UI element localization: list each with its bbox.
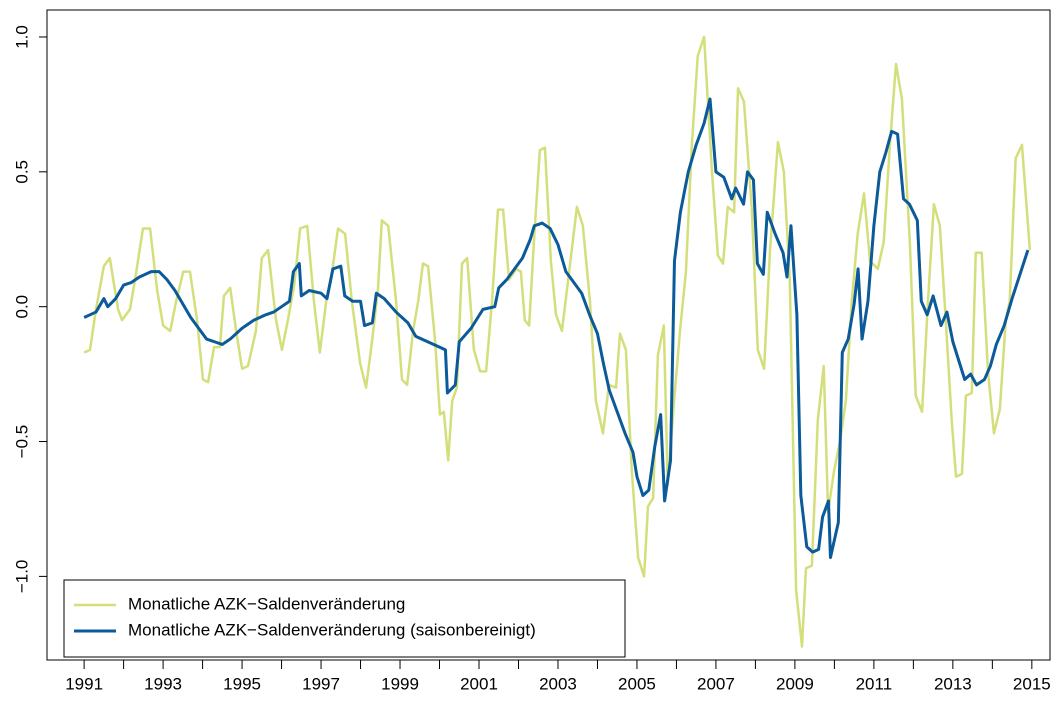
x-tick-label: 2009 [776, 674, 814, 693]
y-tick-label: −1.0 [12, 560, 31, 594]
y-tick-label: 0.5 [12, 160, 31, 184]
y-tick-label: 1.0 [12, 25, 31, 49]
x-tick-label: 2003 [539, 674, 577, 693]
legend-label: Monatliche AZK−Saldenveränderung [128, 594, 405, 613]
x-tick-label: 2015 [1013, 674, 1051, 693]
x-tick-label: 2011 [856, 674, 893, 693]
plot-frame [46, 9, 1051, 661]
legend-label: Monatliche AZK−Saldenveränderung (saison… [128, 620, 536, 639]
x-tick-label: 1999 [381, 674, 419, 693]
y-tick-label: 0.0 [12, 295, 31, 319]
series-line [83, 97, 1030, 560]
legend-box [63, 579, 626, 658]
x-tick-label: 2007 [697, 674, 735, 693]
x-tick-label: 1993 [144, 674, 182, 693]
x-tick-label: 1995 [223, 674, 261, 693]
x-tick-label: 1997 [302, 674, 340, 693]
x-tick-label: 2013 [934, 674, 972, 693]
y-tick-label: −0.5 [12, 425, 31, 459]
x-tick-label: 2001 [460, 674, 498, 693]
x-tick-label: 2005 [618, 674, 656, 693]
x-tick-label: 1991 [65, 674, 103, 693]
series-line [83, 35, 1032, 648]
